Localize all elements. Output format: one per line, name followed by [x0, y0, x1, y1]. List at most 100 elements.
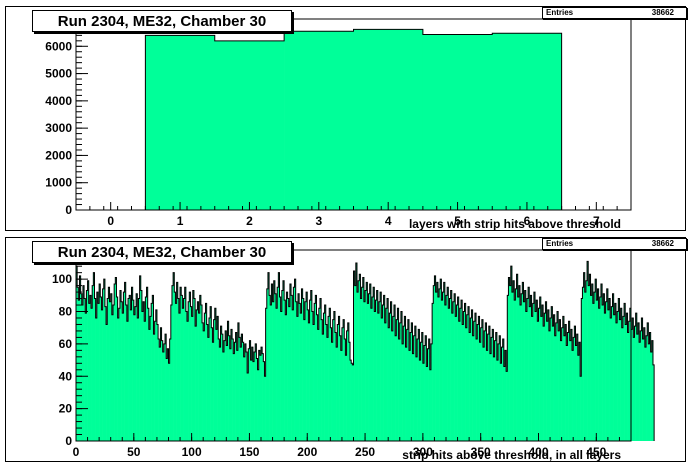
- bottom-bar: [331, 342, 333, 441]
- bottom-bar: [165, 334, 167, 441]
- bottom-bar: [150, 316, 152, 441]
- top-y-tick-label: 0: [65, 203, 72, 217]
- top-x-tick-label: 4: [385, 214, 392, 228]
- bottom-bar: [434, 275, 436, 441]
- bottom-bar: [117, 317, 120, 441]
- bottom-bar: [520, 305, 522, 441]
- bottom-bar: [557, 311, 559, 441]
- bottom-bar: [503, 366, 506, 441]
- bottom-bar: [488, 326, 491, 441]
- bottom-bar: [174, 292, 176, 441]
- bottom-bar: [159, 347, 161, 441]
- bottom-bar: [319, 298, 322, 441]
- bottom-bar: [241, 334, 243, 441]
- bottom-bar: [642, 339, 645, 441]
- bottom-bar: [291, 295, 293, 441]
- bottom-bar: [296, 316, 299, 441]
- bottom-bar: [242, 342, 244, 441]
- bottom-x-axis-title: strip hits above threshold, in all layer…: [402, 448, 621, 462]
- bottom-bar: [332, 319, 335, 441]
- bottom-bar: [190, 306, 192, 441]
- bottom-bar: [249, 340, 251, 441]
- bottom-x-tick-label: 350: [471, 445, 491, 459]
- bottom-bar: [286, 292, 288, 441]
- bottom-bar: [432, 303, 434, 441]
- bottom-bar: [343, 319, 345, 441]
- top-bars: [145, 29, 562, 211]
- bottom-bar: [600, 283, 603, 441]
- bottom-bar: [587, 261, 589, 441]
- bottom-bar: [592, 303, 595, 441]
- bottom-bar: [403, 326, 405, 441]
- bottom-bar: [196, 309, 198, 441]
- bottom-bar: [578, 342, 581, 441]
- bottom-bar: [310, 290, 313, 441]
- top-x-tick-label: 0: [107, 214, 114, 228]
- bottom-bar: [198, 313, 201, 441]
- bottom-bar: [530, 295, 532, 441]
- bottom-bar: [203, 330, 205, 441]
- bottom-bar: [374, 311, 376, 441]
- bottom-bar: [436, 282, 439, 441]
- top-histogram-stats-box: Entries 38662: [542, 7, 687, 19]
- bottom-bar: [441, 300, 443, 441]
- bottom-bar: [304, 301, 307, 441]
- bottom-bar: [314, 303, 316, 441]
- bottom-bar: [624, 303, 626, 441]
- bottom-bar: [567, 332, 569, 441]
- bottom-histogram-title-box: Run 2304, ME32, Chamber 30: [32, 241, 292, 263]
- bottom-bar: [472, 335, 475, 441]
- bottom-bar: [228, 335, 231, 441]
- top-x-tick-label: 5: [454, 214, 461, 228]
- bottom-bar: [92, 285, 94, 441]
- bottom-bar: [459, 308, 462, 441]
- bottom-bar: [254, 351, 256, 441]
- bottom-bar: [265, 308, 268, 441]
- bottom-bar: [478, 316, 480, 441]
- bottom-bar: [376, 290, 379, 441]
- bottom-bar: [104, 306, 107, 441]
- bottom-bar: [79, 275, 81, 441]
- bottom-bar: [148, 329, 151, 441]
- bottom-bar: [615, 322, 618, 441]
- bottom-bar: [277, 287, 279, 441]
- bottom-bar: [271, 283, 273, 441]
- bottom-bar: [417, 339, 419, 441]
- bottom-bar: [462, 324, 464, 441]
- bottom-bar: [175, 303, 177, 441]
- bottom-bar: [531, 316, 534, 441]
- bottom-bar: [151, 303, 153, 441]
- bottom-bar: [274, 293, 277, 441]
- bottom-bar: [524, 290, 527, 441]
- bottom-bar: [404, 316, 406, 441]
- bottom-bar: [613, 314, 616, 441]
- bottom-bar: [107, 298, 109, 441]
- bottom-bar: [278, 272, 280, 441]
- bottom-bar: [326, 337, 329, 441]
- bottom-bar: [359, 274, 361, 441]
- bottom-bar: [424, 345, 426, 441]
- bottom-bar: [227, 321, 229, 441]
- bottom-bar: [266, 288, 269, 441]
- bottom-bar: [602, 305, 604, 441]
- bottom-histogram-stats-box: Entries 38662: [542, 238, 687, 250]
- bottom-bar: [515, 288, 517, 441]
- top-bar: [284, 31, 354, 211]
- bottom-bar: [619, 319, 621, 441]
- bottom-bar: [207, 337, 210, 441]
- bottom-x-tick-label: 50: [127, 445, 141, 459]
- bottom-bar: [516, 274, 518, 441]
- bottom-bar: [338, 316, 340, 441]
- bottom-y-tick-label: 40: [59, 369, 73, 383]
- bottom-bar: [545, 301, 547, 441]
- bottom-bar: [427, 348, 429, 441]
- bottom-bar: [93, 272, 95, 441]
- bottom-bar: [273, 280, 276, 441]
- bottom-bar: [300, 313, 302, 441]
- bottom-bar: [402, 343, 404, 441]
- bottom-bar: [178, 313, 181, 441]
- bottom-bar: [471, 309, 473, 441]
- bottom-bar: [555, 322, 558, 441]
- bottom-bar: [450, 290, 453, 441]
- bottom-bar: [263, 361, 265, 441]
